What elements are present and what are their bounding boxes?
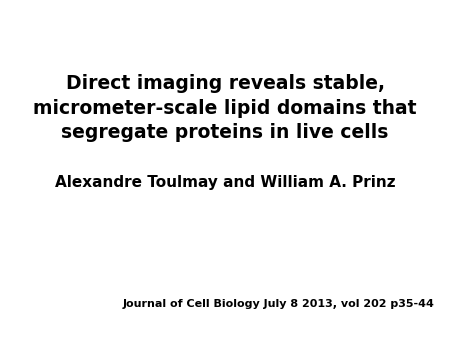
Text: Journal of Cell Biology July 8 2013, vol 202 p35-44: Journal of Cell Biology July 8 2013, vol… xyxy=(123,299,435,309)
Text: Alexandre Toulmay and William A. Prinz: Alexandre Toulmay and William A. Prinz xyxy=(55,175,395,190)
Text: Direct imaging reveals stable,
micrometer-scale lipid domains that
segregate pro: Direct imaging reveals stable, micromete… xyxy=(33,74,417,142)
